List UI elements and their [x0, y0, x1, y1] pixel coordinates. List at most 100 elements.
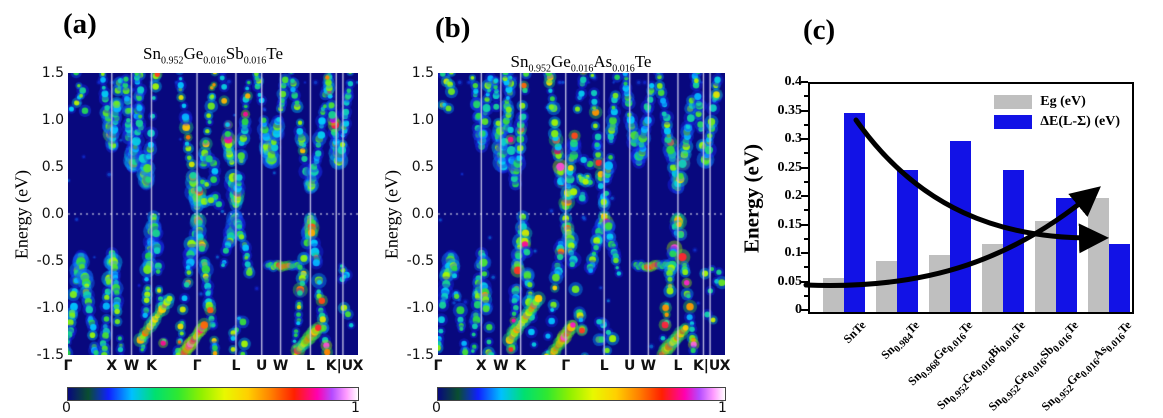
panel-c-ytick-label: 0.1 [784, 245, 803, 260]
k-point-label: W [272, 358, 289, 374]
k-point-label: L [673, 358, 683, 374]
panel-b-colorbar-min: 0 [432, 400, 441, 416]
panel-c-major-tick [801, 138, 808, 140]
panel-c-ytick-label: 0.05 [777, 273, 803, 289]
bar-deltaE-Sn0.952Ge0.016Bi0.016Te [1003, 169, 1024, 312]
y-tick-label: 1.5 [41, 65, 64, 81]
k-point-label: X [719, 358, 731, 374]
k-point-label: K|U [692, 358, 721, 374]
panel-c-label: (c) [803, 14, 836, 46]
y-tick-label: -0.5 [406, 253, 434, 269]
panel-c-minor-tick [804, 266, 808, 269]
k-point-label: X [475, 358, 487, 374]
panel-b-title: Sn0.952Ge0.016As0.016Te [510, 52, 652, 75]
panel-b-band-structure-heatmap [438, 73, 725, 355]
bar-eg-Sn0.952Ge0.016Sb0.016Te [1035, 220, 1056, 312]
y-tick-label: 0.0 [41, 206, 64, 222]
panel-c-major-tick [801, 195, 808, 197]
k-point-label: Γ [561, 358, 571, 374]
panel-c-major-tick [801, 109, 808, 112]
legend-label: ΔE(L-Σ) (eV) [1040, 114, 1120, 129]
k-point-label: U [256, 358, 268, 374]
legend-item: Eg (eV) [994, 94, 1120, 110]
category-label: SnTe [840, 318, 869, 346]
panel-c-major-tick [801, 309, 808, 311]
panel-c-ylabel: Energy (eV) [739, 143, 764, 254]
panel-c-ytick-label: 0.25 [777, 159, 803, 175]
bar-deltaE-Sn0.952Ge0.016Sb0.016Te [1056, 198, 1077, 312]
panel-b-colorbar-max: 1 [718, 400, 727, 416]
y-tick-label: 0.5 [41, 159, 64, 175]
k-point-label: U [624, 358, 636, 374]
y-tick-label: 0.0 [411, 206, 434, 222]
legend-label: Eg (eV) [1040, 94, 1086, 109]
panel-c-major-tick [801, 223, 808, 226]
k-point-label: Γ [63, 358, 73, 374]
panel-a-colorbar-max: 1 [351, 400, 360, 416]
panel-c-ytick-label: 0.3 [784, 131, 803, 146]
bar-deltaE-Sn0.984Te [897, 169, 918, 312]
k-point-label: L [231, 358, 241, 374]
panel-c-major-tick [801, 81, 808, 83]
legend-swatch [994, 115, 1033, 129]
k-point-label: W [123, 358, 140, 374]
y-tick-label: 1.0 [41, 112, 64, 128]
k-point-label: X [352, 358, 364, 374]
panel-c-ytick-label: 0.4 [784, 74, 803, 89]
panel-c-major-tick [801, 280, 808, 283]
panel-c-major-tick [801, 252, 808, 254]
k-point-label: K|U [325, 358, 354, 374]
panel-b-colorbar [437, 387, 726, 401]
bar-eg-Sn0.984Te [876, 260, 897, 312]
k-point-label: L [305, 358, 315, 374]
panel-c-minor-tick [804, 152, 808, 155]
panel-c-minor-tick [804, 209, 808, 212]
k-point-label: K [146, 358, 157, 374]
legend-swatch [994, 95, 1033, 109]
bar-eg-Sn0.952Ge0.016Bi0.016Te [982, 243, 1003, 312]
panel-c-major-tick [801, 166, 808, 169]
y-tick-label: -1.5 [406, 347, 434, 363]
panel-c-ytick-label: 0 [795, 302, 802, 317]
k-point-label: K [515, 358, 527, 374]
k-point-label: Γ [192, 358, 202, 374]
k-point-label: L [599, 358, 609, 374]
panel-a-colorbar-min: 0 [62, 400, 71, 416]
k-point-label: W [640, 358, 657, 374]
k-point-label: X [106, 358, 118, 374]
panel-a-label: (a) [63, 8, 97, 40]
bar-deltaE-Sn0.952Ge0.016As0.016Te [1109, 243, 1130, 312]
panel-c-minor-tick [804, 237, 808, 240]
y-tick-label: -0.5 [36, 253, 64, 269]
panel-a-title: Sn0.952Ge0.016Sb0.016Te [142, 44, 284, 67]
panel-c-ytick-label: 0.15 [777, 216, 803, 232]
bar-eg-Sn0.968Ge0.016Te [929, 255, 950, 312]
category-label: Sn0.952Ge0.016As0.016Te [1038, 318, 1134, 414]
panel-c-minor-tick [804, 123, 808, 126]
y-tick-label: -1.0 [36, 300, 64, 316]
panel-c-minor-tick [804, 95, 808, 98]
bar-deltaE-SnTe [844, 112, 865, 312]
y-tick-label: -1.0 [406, 300, 434, 316]
panel-a-colorbar [67, 387, 359, 401]
y-tick-label: 1.0 [411, 112, 434, 128]
y-tick-label: -1.5 [36, 347, 64, 363]
panel-c-minor-tick [804, 294, 808, 297]
bar-deltaE-Sn0.968Ge0.016Te [950, 141, 971, 312]
panel-c-minor-tick [804, 180, 808, 183]
y-tick-label: 1.5 [411, 65, 434, 81]
bar-eg-Sn0.952Ge0.016As0.016Te [1088, 198, 1109, 312]
category-label: Sn0.952Ge0.016Bi0.016Te [933, 318, 1028, 413]
panel-a-band-structure-heatmap [68, 73, 358, 355]
panel-c-bar-chart: Eg (eV) ΔE(L-Σ) (eV) [808, 82, 1134, 314]
category-label: Sn0.952Ge0.016Sb0.016Te [985, 318, 1081, 414]
bar-eg-SnTe [823, 277, 844, 312]
panel-c-ytick-label: 0.2 [784, 188, 803, 203]
legend-item: ΔE(L-Σ) (eV) [994, 114, 1120, 130]
k-point-label: Γ [433, 358, 443, 374]
k-point-label: W [493, 358, 509, 374]
panel-b-label: (b) [435, 12, 471, 44]
category-label: Sn0.984Te [877, 318, 922, 362]
panel-c-legend: Eg (eV) ΔE(L-Σ) (eV) [994, 94, 1120, 130]
